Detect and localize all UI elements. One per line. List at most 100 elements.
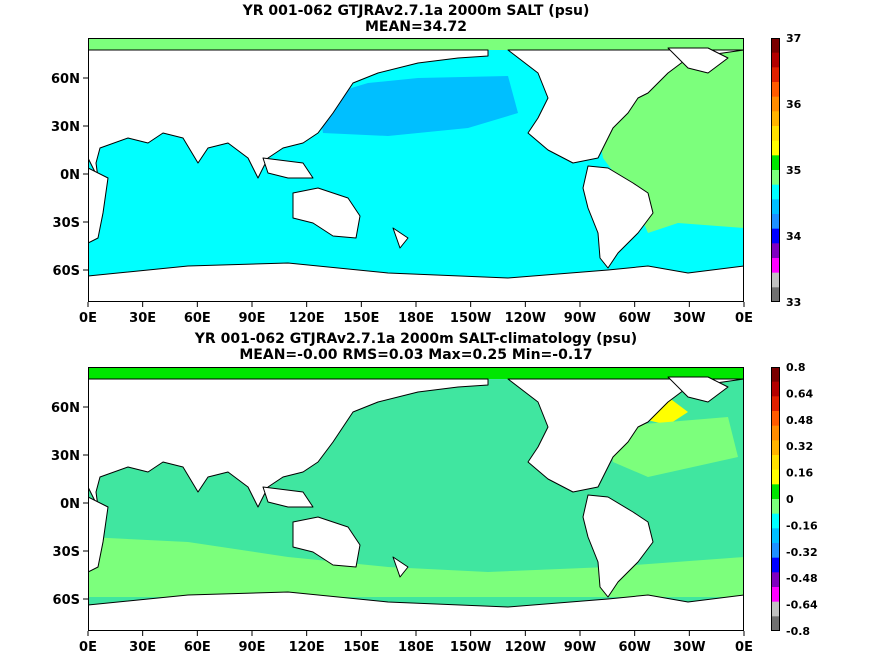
colorbar-swatch — [771, 396, 780, 412]
colorbar-label: -0.48 — [786, 572, 818, 585]
y-tick-label: 60S — [53, 593, 80, 608]
colorbar-swatch — [771, 38, 780, 54]
colorbar-swatch — [771, 440, 780, 456]
land-masses — [88, 47, 744, 302]
colorbar-label: 37 — [786, 32, 801, 45]
top-colorbar-labels: 37 36 35 34 33 — [786, 32, 802, 309]
colorbar-label: 36 — [786, 98, 802, 111]
colorbar-swatch — [771, 425, 780, 441]
colorbar-label: 0.8 — [786, 361, 806, 374]
x-tick-label: 90W — [564, 311, 596, 326]
colorbar-swatch — [771, 557, 780, 573]
north-atlantic-field — [608, 417, 738, 477]
top-colorbar — [771, 38, 780, 302]
top-chart-title: YR 001-062 GTJRAv2.7.1a 2000m SALT (psu) — [242, 3, 590, 19]
land-africa-south — [88, 496, 109, 573]
x-tick-label: 150E — [343, 640, 379, 655]
colorbar-label: 0.64 — [786, 387, 813, 400]
x-tick-label: 60W — [618, 311, 650, 326]
x-tick-label: 120W — [505, 640, 546, 655]
colorbar-label: -0.16 — [786, 519, 818, 532]
land-north-america — [507, 49, 744, 164]
top-chart-subtitle: MEAN=34.72 — [364, 19, 468, 35]
x-tick-label: 60E — [184, 311, 211, 326]
southern-ocean-field — [88, 537, 744, 597]
bottom-chart-subtitle: MEAN=-0.00 RMS=0.03 Max=0.25 Min=-0.17 — [239, 347, 593, 363]
colorbar-swatch — [771, 528, 780, 544]
colorbar-label: 0.48 — [786, 414, 813, 427]
colorbar-label: 0.16 — [786, 467, 813, 480]
x-tick-label: 90W — [564, 640, 596, 655]
colorbar-swatch — [771, 469, 780, 485]
colorbar-swatch — [771, 67, 780, 83]
y-tick-label: 30N — [51, 120, 80, 135]
colorbar-label: -0.8 — [786, 625, 810, 638]
colorbar-swatch — [771, 52, 780, 68]
colorbar-label: -0.64 — [786, 599, 818, 612]
land-greenland — [667, 376, 729, 403]
land-south-america — [582, 494, 654, 598]
colorbar-swatch — [771, 228, 780, 244]
colorbar-swatch — [771, 616, 780, 631]
x-tick-label: 90E — [239, 311, 266, 326]
bottom-map-axes: 0E 30E 60E 90E 120E 150E 180E 150W 120W 90W 60W 30W… — [51, 401, 753, 655]
colorbar-swatch — [771, 199, 780, 215]
colorbar-swatch — [771, 140, 780, 156]
colorbar-swatch — [771, 287, 780, 302]
colorbar-swatch — [771, 455, 780, 471]
colorbar-label: 35 — [786, 164, 801, 177]
x-tick-label: 90E — [239, 640, 266, 655]
colorbar-swatch — [771, 155, 780, 171]
x-tick-label: 30E — [129, 311, 156, 326]
land-masses — [88, 376, 744, 631]
colorbar-swatch — [771, 587, 780, 603]
y-tick-label: 0N — [60, 168, 80, 183]
land-australia — [292, 516, 361, 568]
x-tick-label: 60W — [618, 640, 650, 655]
colorbar-swatch — [771, 170, 780, 186]
x-tick-label: 60E — [184, 640, 211, 655]
x-tick-label: 0E — [735, 640, 753, 655]
bottom-colorbar — [771, 367, 780, 631]
land-eurasia-africa — [88, 378, 489, 508]
x-tick-label: 150W — [450, 640, 491, 655]
land-antarctica — [88, 262, 744, 302]
colorbar-swatch — [771, 484, 780, 500]
land-africa-south — [88, 167, 109, 244]
colorbar-swatch — [771, 543, 780, 559]
x-tick-label: 120W — [505, 311, 546, 326]
x-tick-label: 150W — [450, 311, 491, 326]
x-tick-label: 30E — [129, 640, 156, 655]
colorbar-swatch — [771, 572, 780, 588]
colorbar-swatch — [771, 272, 780, 288]
colorbar-label: 0.32 — [786, 440, 813, 453]
colorbar-swatch — [771, 367, 780, 383]
colorbar-swatch — [771, 126, 780, 142]
land-south-america — [582, 165, 654, 269]
bottom-colorbar-labels: 0.8 0.64 0.48 0.32 0.16 0 -0.16 -0.32 -0.48 -0.64… — [786, 361, 818, 638]
colorbar-label: 33 — [786, 296, 801, 309]
land-eurasia-africa — [88, 49, 489, 179]
colorbar-swatch — [771, 82, 780, 98]
x-tick-label: 150E — [343, 311, 379, 326]
arctic-field — [88, 38, 744, 50]
land-north-america — [507, 378, 744, 493]
land-australia — [292, 187, 361, 239]
land-indonesia — [262, 486, 314, 508]
x-tick-label: 180E — [398, 311, 434, 326]
top-map-axes: 0E 30E 60E 90E 120E 150E 180E 150W 120W 90W 60W 30W… — [51, 72, 753, 326]
land-new-zealand — [392, 227, 409, 249]
top-salinity-map — [88, 38, 744, 302]
colorbar-swatch — [771, 513, 780, 529]
y-tick-label: 30S — [53, 216, 80, 231]
y-tick-label: 30S — [53, 545, 80, 560]
colorbar-label: -0.32 — [786, 546, 818, 559]
colorbar-swatch — [771, 214, 780, 230]
y-tick-label: 30N — [51, 449, 80, 464]
x-tick-label: 30W — [673, 311, 705, 326]
colorbar-swatch — [771, 184, 780, 200]
y-tick-label: 60N — [51, 401, 80, 416]
colorbar-label: 34 — [786, 230, 802, 243]
x-tick-label: 120E — [289, 640, 325, 655]
x-tick-label: 120E — [289, 311, 325, 326]
